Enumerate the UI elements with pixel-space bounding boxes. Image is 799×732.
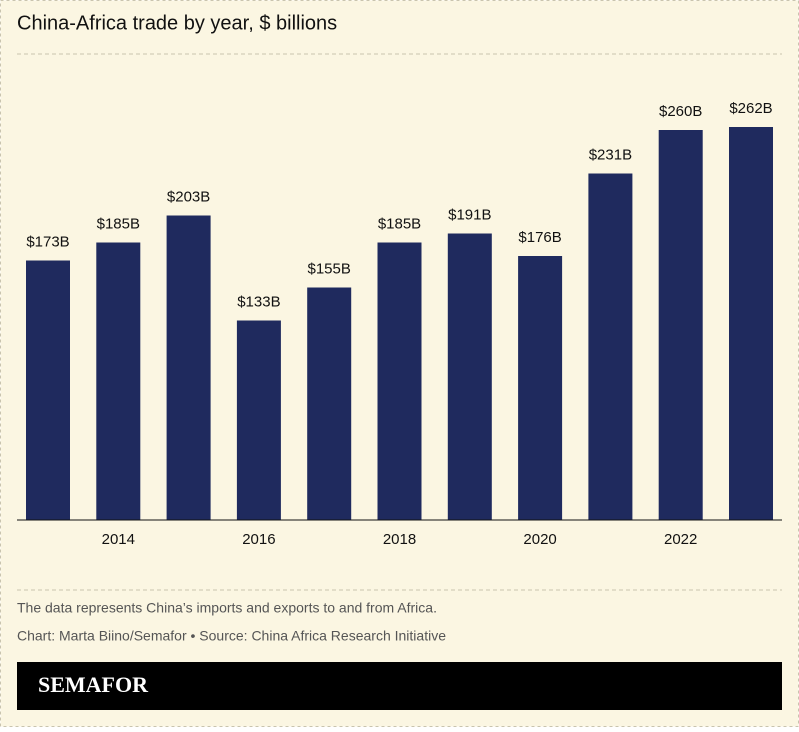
x-tick-label: 2016	[242, 531, 275, 548]
note: The data represents China’s imports and …	[17, 600, 437, 616]
bar	[588, 173, 633, 520]
brand-logo: SEMAFOR	[38, 672, 149, 697]
chart-title: China-Africa trade by year, $ billions	[17, 12, 337, 34]
x-tick-label: 2020	[523, 531, 556, 548]
bar	[518, 256, 563, 520]
value-label: $231B	[589, 146, 632, 163]
bar	[26, 260, 70, 520]
bar	[447, 233, 492, 520]
bar	[236, 320, 281, 520]
bar	[96, 242, 141, 520]
x-tick-label: 2022	[664, 531, 697, 548]
bar	[729, 127, 773, 520]
value-label: $185B	[378, 215, 421, 232]
value-label: $155B	[308, 260, 351, 277]
value-label: $260B	[659, 103, 702, 120]
bar	[166, 215, 211, 520]
bar	[307, 287, 352, 520]
x-tick-label: 2014	[102, 531, 135, 548]
bar	[658, 130, 703, 520]
value-label: $262B	[729, 100, 772, 117]
bar	[377, 242, 422, 520]
value-label: $203B	[167, 188, 210, 205]
value-label: $173B	[26, 233, 69, 250]
value-label: $191B	[448, 206, 491, 223]
credit: Chart: Marta Biino/Semafor • Source: Chi…	[17, 628, 446, 644]
brand-band	[17, 662, 782, 710]
value-label: $176B	[518, 229, 561, 246]
value-label: $133B	[237, 293, 280, 310]
value-label: $185B	[97, 215, 140, 232]
x-tick-label: 2018	[383, 531, 416, 548]
